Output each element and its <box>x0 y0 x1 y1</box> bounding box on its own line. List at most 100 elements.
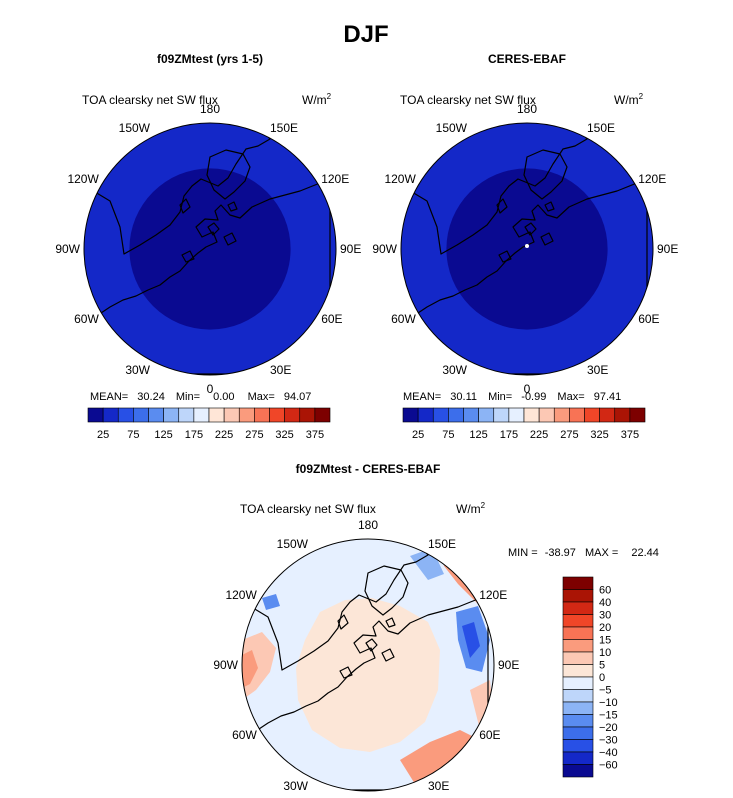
panel-model-colorbar-box <box>208 407 225 423</box>
panel-obs-colorbar-box <box>553 407 570 423</box>
panel-model-colorbar-label: 275 <box>245 429 263 441</box>
panel-model-ring-inner <box>129 168 291 330</box>
panel-model-title: f09ZMtest (yrs 1-5) <box>157 52 263 66</box>
panel-model-lon-label: 60W <box>74 312 99 326</box>
panel-model-mean-label: MEAN= <box>90 391 128 403</box>
panel-obs-rings <box>401 123 653 375</box>
panel-obs-colorbar-box <box>432 407 449 423</box>
panel-model-lon-label: 120W <box>67 172 99 186</box>
figure-title: DJF <box>343 21 388 48</box>
panel-diff-positive-west-edge <box>242 650 258 688</box>
panel-obs-lon-label: 0 <box>524 382 531 396</box>
panel-obs-mean-label: MEAN= <box>403 391 441 403</box>
panel-obs-colorbar-box <box>523 407 540 423</box>
panel-obs-colorbar-label: 325 <box>590 429 608 441</box>
panel-diff-colorbar-box <box>562 701 594 715</box>
panel-diff-min-label: MIN = <box>508 547 538 559</box>
panel-diff-colorbar-label: 40 <box>599 597 611 609</box>
panel-diff-colorbar-box <box>562 576 594 590</box>
panel-diff-colorbar-label: −40 <box>599 747 618 759</box>
panel-model-colorbar-label: 25 <box>97 429 109 441</box>
panel-diff-lon-label: 180 <box>358 518 378 532</box>
panel-model-lon-label: 30E <box>270 363 291 377</box>
panel-model-lon-label: 90E <box>340 242 361 256</box>
panel-diff-colorbar-box <box>562 689 594 703</box>
panel-model-border <box>83 122 337 376</box>
panel-diff-lon-label: 30W <box>283 779 308 793</box>
panel-model-colorbar-box <box>314 407 331 423</box>
panel-model-colorbar-box <box>269 407 285 423</box>
panel-model-lon-label: 150W <box>119 121 151 135</box>
panel-model-stats: MEAN= 30.24 Min= 0.00 Max= 94.07 <box>90 391 311 403</box>
panel-model-colorbar-box <box>87 407 104 423</box>
panel-model-lon-label: 60E <box>321 312 342 326</box>
panel-diff-colorbar-box <box>562 651 594 665</box>
panel-model: f09ZMtest (yrs 1-5) TOA clearsky net SW … <box>55 52 361 441</box>
panel-model-map <box>84 123 336 375</box>
panel-model-max-value: 94.07 <box>284 391 312 403</box>
panel-obs-longitude-labels: 180 150E 120E 90E 60E 30E 0 30W 60W 90W 120W 150W <box>372 102 678 396</box>
panel-model-colorbar: 25 75 125 175 225 275 325 375 <box>87 407 331 441</box>
panel-model-colorbar-label: 75 <box>127 429 139 441</box>
panel-obs-colorbar-label: 125 <box>469 429 487 441</box>
panel-obs-lon-label: 120W <box>384 172 416 186</box>
panel-model-colorbar-box <box>148 407 164 423</box>
panel-obs-colorbar-box <box>508 407 525 423</box>
panel-model-lon-label: 90W <box>55 242 80 256</box>
panel-model-colorbar-label: 325 <box>275 429 293 441</box>
panel-model-min-label: Min= <box>176 391 200 403</box>
panel-model-colorbar-box <box>284 407 301 423</box>
panel-model-colorbar-box <box>254 407 270 423</box>
panel-model-colorbar-box <box>133 407 149 423</box>
panel-model-colorbar-box <box>223 407 240 423</box>
panel-model-colorbar-box <box>238 407 255 423</box>
panel-obs-colorbar-label: 375 <box>621 429 639 441</box>
panel-diff-units-base: W/m <box>456 502 481 516</box>
panel-diff-lon-label: 150W <box>277 537 309 551</box>
panel-diff-negative-east-core <box>462 622 480 658</box>
panel-obs-min-label: Min= <box>488 391 512 403</box>
panel-diff-colorbar-box <box>562 764 594 778</box>
panel-model-units: W/m2 <box>302 92 332 107</box>
panel-obs-colorbar-label: 275 <box>560 429 578 441</box>
panel-obs-map <box>401 123 653 375</box>
panel-model-colorbar-box <box>102 407 119 423</box>
panel-diff-lon-label: 60W <box>232 728 257 742</box>
panel-obs: CERES-EBAF TOA clearsky net SW flux W/m2… <box>372 52 678 441</box>
panel-obs-units-base: W/m <box>614 93 639 107</box>
panel-diff-colorbar-label: 10 <box>599 647 611 659</box>
panel-diff-colorbar-box <box>562 664 594 678</box>
panel-diff-negative-nw <box>262 594 280 610</box>
panel-obs-lon-label: 60W <box>391 312 416 326</box>
panel-obs-lon-label: 150W <box>436 121 468 135</box>
panel-diff-lon-label: 90W <box>213 658 238 672</box>
panel-model-min-value: 0.00 <box>213 391 234 403</box>
panel-diff-colorbar-label: 60 <box>599 585 611 597</box>
panel-obs-colorbar-label: 75 <box>442 429 454 441</box>
panel-diff: f09ZMtest - CERES-EBAF TOA clearsky net … <box>213 462 659 793</box>
panel-obs-variable: TOA clearsky net SW flux <box>400 93 536 107</box>
panel-obs-lon-label: 120E <box>638 172 666 186</box>
panel-obs-colorbar-box <box>463 407 479 423</box>
panel-diff-colorbar-box <box>562 726 594 740</box>
panel-obs-colorbar-box <box>614 407 631 423</box>
panel-obs-pole-point <box>525 244 529 248</box>
panel-obs-colorbar-box <box>493 407 510 423</box>
panel-diff-colorbar-label: −20 <box>599 722 618 734</box>
panel-diff-colorbar-label: 20 <box>599 622 611 634</box>
panel-obs-colorbar-box <box>402 407 419 423</box>
panel-obs-lon-label: 90W <box>372 242 397 256</box>
panel-obs-mean-value: 30.11 <box>450 391 477 403</box>
panel-diff-lon-label: 120W <box>225 588 257 602</box>
panel-diff-colorbar-label: 5 <box>599 660 605 672</box>
panel-obs-lon-label: 30W <box>442 363 467 377</box>
panel-obs-max-value: 97.41 <box>594 391 622 403</box>
panel-model-units-base: W/m <box>302 93 327 107</box>
panel-model-lon-label: 180 <box>200 102 220 116</box>
panel-obs-units: W/m2 <box>614 92 644 107</box>
panel-diff-colorbar-box <box>562 751 594 765</box>
panel-diff-colorbar-box <box>562 739 594 753</box>
panel-diff-colorbar-box <box>562 601 594 615</box>
